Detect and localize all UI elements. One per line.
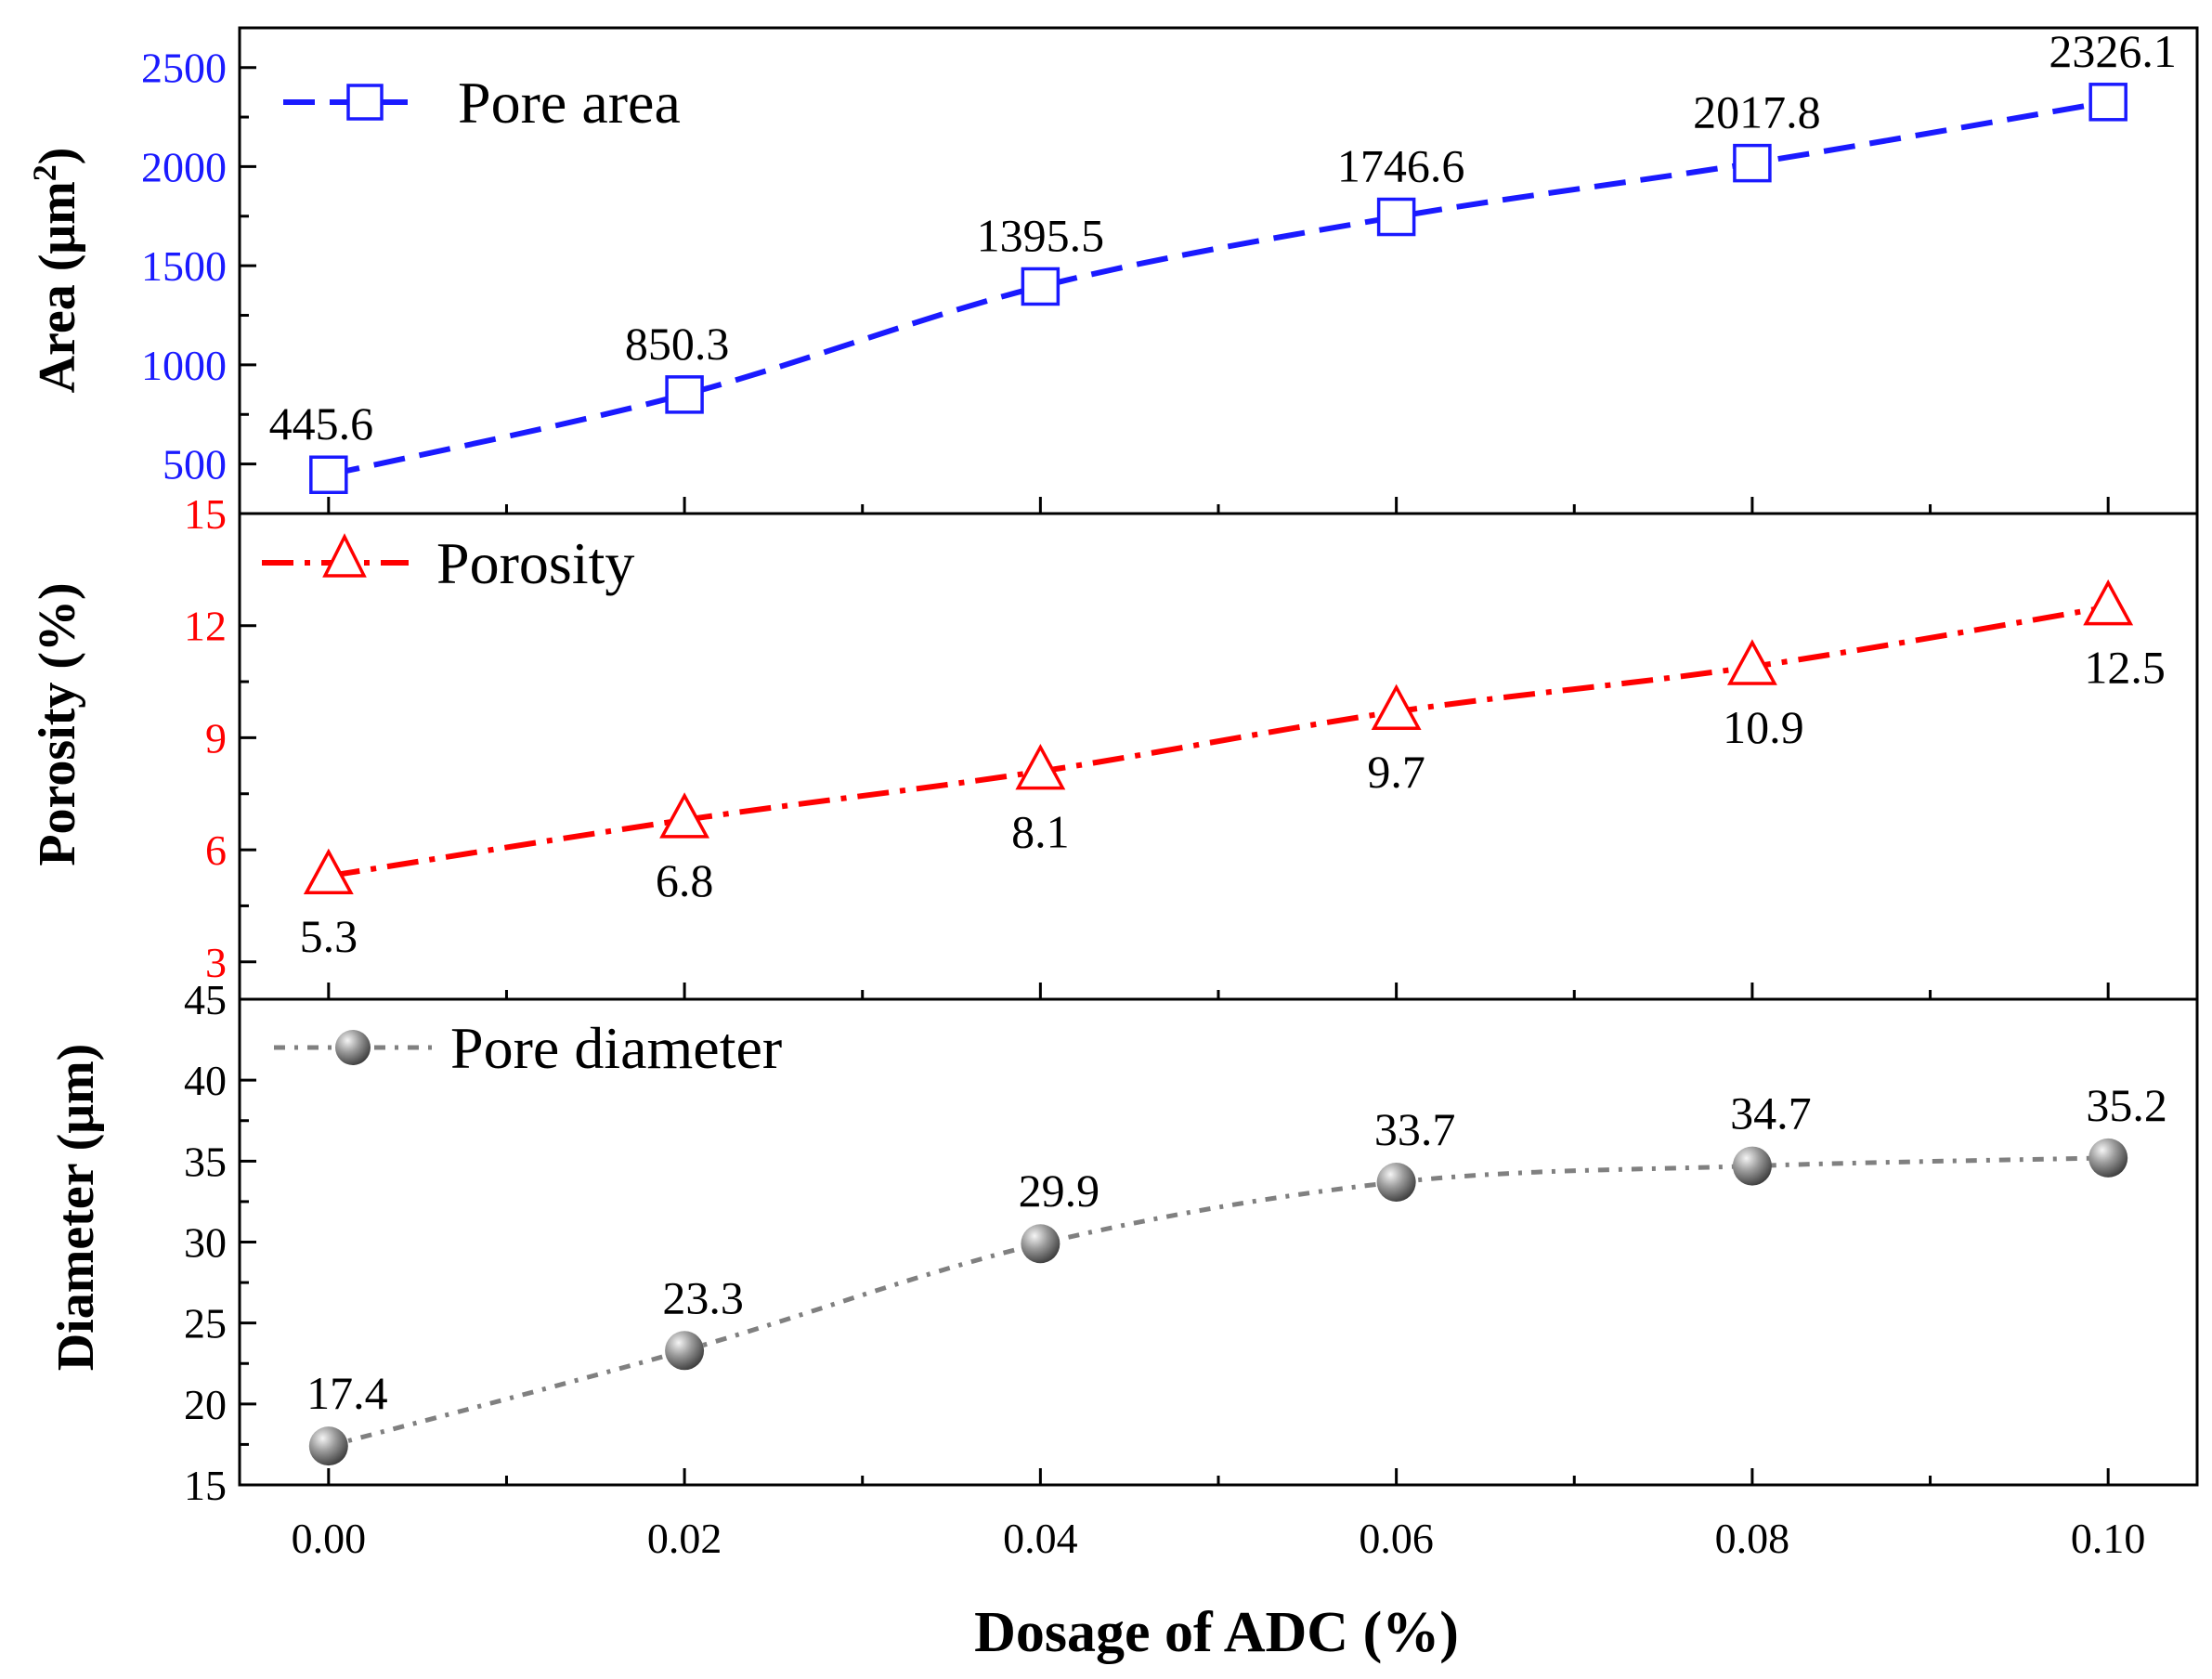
x-tick-label-3: 0.06 (1359, 1515, 1434, 1562)
marker-diameter-2 (1021, 1224, 1060, 1264)
axis-ticks (240, 66, 2110, 1487)
data-label-area-4: 2017.8 (1693, 86, 1821, 138)
x-axis-title: Dosage of ADC (%) (974, 1601, 1459, 1664)
y-tick-label-porosity-3: 12 (184, 603, 227, 650)
series-line-area (328, 98, 2109, 478)
data-label-porosity-2: 8.1 (1011, 806, 1070, 858)
marker-diameter-3 (1376, 1162, 1416, 1202)
data-label-porosity-1: 6.8 (656, 854, 714, 906)
marker-porosity-2 (1015, 743, 1066, 790)
marker-area-3 (1376, 197, 1416, 237)
data-label-diameter-2: 29.9 (1019, 1165, 1100, 1217)
data-label-diameter-3: 33.7 (1374, 1103, 1456, 1155)
legend-porosity: Porosity (262, 530, 634, 596)
y-tick-label-area-3: 2000 (141, 143, 227, 190)
data-label-porosity-5: 12.5 (2084, 642, 2166, 694)
x-tick-label-4: 0.08 (1715, 1515, 1790, 1562)
data-label-porosity-0: 5.3 (300, 910, 358, 962)
label-layer: 0.00 0.02 0.04 0.06 0.08 0.10 500 1000 1500 2000 2… (141, 25, 2177, 1562)
marker-area-2 (1021, 267, 1060, 306)
y-tick-label-diameter-0: 15 (184, 1462, 227, 1509)
y-tick-label-diameter-4: 35 (184, 1138, 227, 1185)
data-label-porosity-3: 9.7 (1367, 746, 1425, 798)
marker-area-0 (309, 455, 348, 494)
marker-area-1 (665, 375, 704, 414)
marker-diameter-4 (1732, 1146, 1772, 1186)
data-label-porosity-4: 10.9 (1723, 701, 1804, 753)
y-tick-label-porosity-0: 3 (205, 939, 227, 986)
legend-diameter: Pore diameter (274, 1015, 782, 1081)
marker-diameter-1 (665, 1331, 705, 1371)
series-line-diameter (328, 1155, 2109, 1449)
y-axis-title-area-sup: 2 (26, 164, 63, 181)
data-label-diameter-1: 23.3 (662, 1271, 744, 1323)
y-axis-title-area: Area (μm2) (26, 148, 86, 394)
data-label-area-1: 850.3 (625, 318, 730, 370)
y-tick-label-area-2: 1500 (141, 242, 227, 290)
legend-diameter-text: Pore diameter (450, 1015, 782, 1081)
legend-diameter-marker (335, 1030, 371, 1065)
legend-porosity-text: Porosity (436, 530, 634, 596)
x-tick-label-0: 0.00 (292, 1515, 367, 1562)
data-label-area-0: 445.6 (269, 397, 374, 449)
legend-area: Pore area (283, 70, 681, 136)
marker-area-4 (1733, 143, 1772, 183)
marker-porosity-4 (1726, 639, 1777, 685)
y-tick-label-porosity-2: 9 (205, 714, 227, 761)
legend-area-text: Pore area (458, 70, 681, 136)
data-label-area-3: 1746.6 (1337, 140, 1465, 192)
data-label-diameter-5: 35.2 (2086, 1079, 2167, 1131)
y-axis-title-diameter: Diameter (μm) (47, 1044, 105, 1372)
marker-porosity-0 (303, 848, 354, 894)
x-tick-label-2: 0.04 (1003, 1515, 1078, 1562)
y-axis-title-porosity: Porosity (%) (29, 582, 86, 866)
legend-area-marker (346, 84, 384, 121)
y-tick-label-porosity-1: 6 (205, 826, 227, 874)
y-tick-label-porosity-bottom: 45 (184, 976, 227, 1023)
y-axis-title-area-main: Area (μm (29, 181, 86, 393)
data-label-diameter-4: 34.7 (1730, 1087, 1812, 1139)
y-tick-label-diameter-1: 20 (184, 1381, 227, 1428)
x-tick-label-1: 0.02 (647, 1515, 722, 1562)
y-tick-label-diameter-2: 25 (184, 1300, 227, 1347)
marker-diameter-5 (2088, 1138, 2128, 1178)
y-tick-label-diameter-3: 30 (184, 1219, 227, 1267)
y-axis-title-area-end: ) (29, 148, 86, 165)
y-tick-label-area-1: 1000 (141, 342, 227, 389)
marker-diameter-0 (308, 1426, 348, 1466)
marker-area-5 (2088, 83, 2127, 122)
data-label-area-2: 1395.5 (977, 209, 1105, 261)
x-tick-label-5: 0.10 (2071, 1515, 2146, 1562)
marker-porosity-5 (2083, 579, 2134, 626)
marker-porosity-3 (1371, 683, 1422, 730)
y-tick-label-area-bottom: 15 (184, 490, 227, 538)
marker-porosity-1 (659, 792, 710, 839)
data-label-area-5: 2326.1 (2049, 25, 2177, 77)
series-layer (303, 83, 2134, 1466)
data-label-diameter-0: 17.4 (306, 1367, 388, 1419)
y-tick-label-area-4: 2500 (141, 45, 227, 92)
series-line-porosity (328, 604, 2109, 879)
legend-porosity-marker (322, 533, 367, 578)
y-tick-label-diameter-5: 40 (184, 1057, 227, 1104)
y-tick-label-area-0: 500 (163, 441, 227, 488)
